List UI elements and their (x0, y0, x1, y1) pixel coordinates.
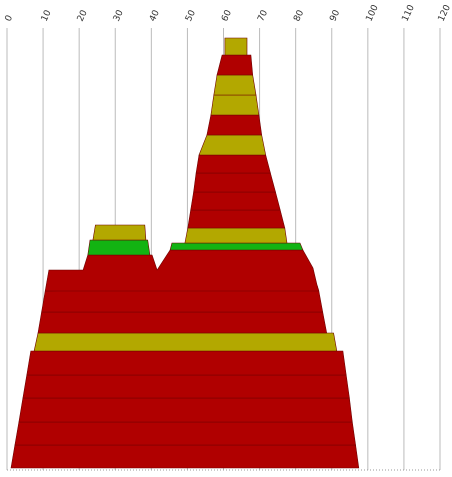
layer (18, 397, 353, 423)
layer (216, 54, 254, 76)
x-tick-label: 0 (4, 14, 16, 24)
layer (87, 239, 151, 256)
layer (92, 224, 147, 241)
layer (10, 444, 360, 469)
layer (190, 191, 281, 211)
x-tick-label: 30 (112, 8, 126, 23)
layer (14, 421, 356, 446)
x-tick-label: 50 (184, 8, 198, 23)
layer (26, 350, 347, 376)
layer (33, 332, 338, 352)
layer (37, 311, 328, 334)
layer (213, 74, 257, 96)
layer (198, 134, 267, 156)
x-tick-label: 120 (437, 3, 452, 23)
x-tick-label: 90 (328, 8, 342, 23)
layer (187, 209, 286, 229)
layer (44, 249, 320, 292)
x-tick-label: 20 (76, 8, 90, 23)
x-tick-label: 100 (364, 3, 380, 23)
x-tick-label: 10 (40, 8, 54, 23)
layer (184, 227, 288, 244)
x-tick-label: 80 (292, 8, 306, 23)
layer (224, 37, 248, 56)
layer (210, 94, 260, 116)
x-tick-label: 110 (401, 3, 417, 23)
layer (22, 374, 350, 399)
layer (195, 154, 271, 174)
x-tick-label: 40 (148, 8, 162, 23)
layer (206, 114, 263, 136)
layer (169, 242, 304, 251)
x-tick-label: 70 (256, 8, 270, 23)
layer (193, 172, 276, 193)
x-tick-label: 60 (220, 8, 234, 23)
